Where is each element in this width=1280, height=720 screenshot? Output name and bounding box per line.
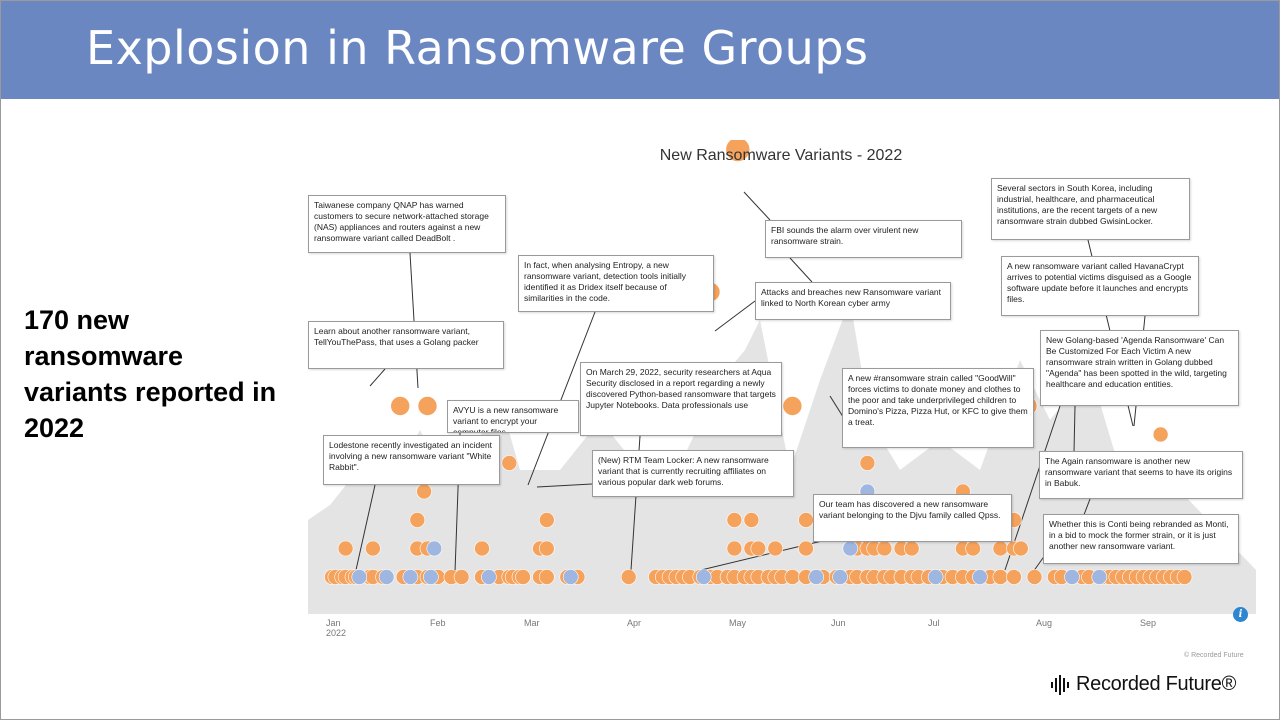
data-point	[365, 540, 381, 557]
data-point	[965, 540, 981, 557]
connector-line	[1073, 405, 1076, 453]
annotation-box: A new #ransomware strain called "GoodWil…	[842, 368, 1034, 448]
data-point	[423, 569, 439, 585]
data-point	[474, 540, 490, 557]
data-point	[782, 396, 803, 416]
connector-line	[714, 300, 756, 332]
data-point	[798, 540, 814, 557]
chart-title: New Ransomware Variants - 2022	[659, 147, 903, 164]
annotation-box: FBI sounds the alarm over virulent new r…	[765, 220, 962, 258]
connector-line	[743, 191, 771, 221]
data-point	[1176, 569, 1193, 585]
x-tick-label: Sep	[1140, 618, 1156, 628]
annotation-box: The Again ransomware is another new rans…	[1039, 451, 1243, 499]
slide-header: Explosion in Ransomware Groups	[1, 1, 1279, 99]
data-point	[992, 540, 1009, 557]
data-point	[515, 569, 531, 585]
slide-title: Explosion in Ransomware Groups	[86, 21, 869, 75]
x-tick-label: Aug	[1036, 618, 1052, 628]
data-point	[426, 540, 443, 557]
data-point	[767, 540, 784, 557]
data-point	[378, 569, 395, 585]
data-point	[876, 540, 893, 557]
data-point	[725, 140, 751, 162]
annotation-box: In fact, when analysing Entropy, a new r…	[518, 255, 714, 312]
connector-line	[369, 368, 386, 387]
recorded-future-logo: Recorded Future®	[1050, 673, 1236, 696]
data-point	[798, 512, 814, 528]
x-tick-label: Feb	[430, 618, 446, 628]
data-point	[842, 540, 859, 557]
connector-line	[527, 311, 596, 486]
data-point	[1012, 540, 1029, 557]
data-point	[620, 569, 637, 585]
data-point	[859, 455, 876, 471]
data-point	[750, 540, 767, 557]
annotation-box: Lodestone recently investigated an incid…	[323, 435, 500, 485]
annotation-box: Several sectors in South Korea, includin…	[991, 178, 1190, 240]
data-point	[453, 569, 470, 585]
x-tick-label: May	[729, 618, 747, 628]
annotation-box: Our team has discovered a new ransomware…	[813, 494, 1012, 542]
copyright-text: © Recorded Future	[1184, 652, 1244, 659]
x-tick-label: Jul	[928, 618, 940, 628]
data-point	[1006, 569, 1022, 585]
data-point	[743, 512, 760, 528]
data-point	[972, 569, 988, 585]
data-point	[390, 396, 411, 416]
data-point	[1091, 569, 1108, 585]
x-tick-label: Jan 2022	[326, 618, 346, 638]
annotation-box: AVYU is a new ransomware variant to encr…	[447, 400, 579, 433]
data-point	[992, 569, 1009, 585]
annotation-box: Whether this is Conti being rebranded as…	[1043, 514, 1239, 564]
data-point	[726, 540, 743, 557]
data-point	[538, 540, 555, 557]
recorded-future-logo-icon	[1051, 674, 1069, 695]
annotation-box: Taiwanese company QNAP has warned custom…	[308, 195, 506, 253]
data-point	[1152, 426, 1169, 443]
annotation-box: A new ransomware variant called HavanaCr…	[1001, 256, 1199, 316]
data-point	[416, 483, 432, 500]
data-point	[538, 569, 555, 585]
data-point	[832, 569, 848, 585]
data-point	[562, 569, 579, 585]
data-point	[417, 396, 438, 416]
data-point	[538, 512, 555, 528]
logo-text: Recorded Future®	[1076, 673, 1237, 695]
data-point	[784, 569, 801, 585]
data-point	[481, 569, 497, 585]
annotation-box: Attacks and breaches new Ransomware vari…	[755, 282, 951, 320]
data-point	[501, 455, 518, 471]
connector-line	[536, 483, 593, 488]
data-point	[695, 569, 712, 585]
x-tick-label: Apr	[627, 618, 641, 628]
data-point	[1064, 569, 1080, 585]
stat-callout: 170 new ransomware variants reported in …	[24, 305, 277, 443]
annotation-box: (New) RTM Team Locker: A new ransomware …	[592, 450, 794, 497]
connector-line	[355, 484, 376, 571]
data-point	[726, 512, 743, 528]
annotation-box: On March 29, 2022, security researchers …	[580, 362, 782, 436]
data-point	[1026, 569, 1043, 585]
x-tick-label: Jun	[831, 618, 846, 628]
annotation-box: New Golang-based 'Agenda Ransomware' Can…	[1040, 330, 1239, 406]
data-point	[409, 512, 426, 528]
data-point	[337, 540, 354, 557]
data-points	[324, 140, 1193, 585]
data-point	[808, 569, 825, 585]
x-axis-ticks: Jan 2022 Feb Mar Apr May Jun Jul Aug Sep	[326, 618, 1156, 638]
x-tick-label: Mar	[524, 618, 540, 628]
data-point	[351, 569, 368, 585]
data-point	[927, 569, 944, 585]
annotation-box: Learn about another ransomware variant, …	[308, 321, 504, 369]
connector-line	[789, 257, 813, 283]
data-point	[402, 569, 419, 585]
data-point	[903, 540, 920, 557]
info-icon[interactable]: i	[1233, 607, 1248, 622]
